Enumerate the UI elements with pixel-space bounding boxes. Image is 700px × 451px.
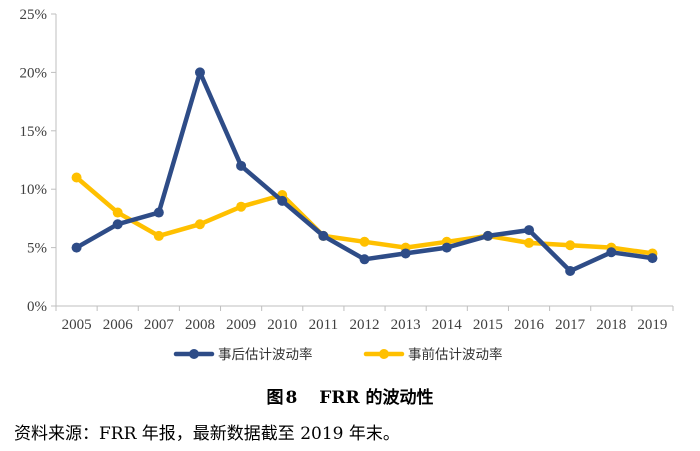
- volatility-line-chart: 0% 5% 10% 15% 20% 25% 2005 2006 2007 2008 2009 201…: [20, 7, 674, 363]
- x-tick-label: 2010: [267, 317, 297, 333]
- x-tick-label: 2011: [309, 317, 338, 333]
- x-tick-label: 2018: [596, 317, 626, 333]
- x-tick-label: 2016: [514, 317, 545, 333]
- x-tick-label: 2015: [473, 317, 503, 333]
- data-point: [565, 265, 576, 276]
- x-tick-label: 2012: [350, 317, 380, 333]
- data-point: [482, 230, 493, 241]
- data-point: [153, 207, 164, 218]
- legend: 事后估计波动率 事前估计波动率: [173, 346, 503, 363]
- data-point: [194, 219, 205, 230]
- data-point: [524, 237, 535, 248]
- data-point: [71, 242, 82, 253]
- data-point: [565, 240, 576, 251]
- y-tick-label: 10%: [20, 182, 48, 198]
- data-point: [112, 219, 123, 230]
- data-point: [359, 236, 370, 247]
- data-point: [606, 247, 617, 258]
- data-point: [400, 248, 411, 259]
- data-point: [112, 207, 123, 218]
- data-point: [647, 253, 658, 264]
- x-tick-label: 2006: [103, 317, 134, 333]
- data-point: [277, 195, 288, 206]
- data-point: [524, 225, 535, 236]
- legend-label: 事后估计波动率: [218, 346, 313, 363]
- x-tick-label: 2014: [432, 317, 463, 333]
- data-point: [236, 160, 247, 171]
- x-tick-label: 2009: [226, 317, 256, 333]
- legend-item-ex-post: 事后估计波动率: [173, 346, 313, 363]
- source-note: 资料来源：FRR 年报，最新数据截至 2019 年末。: [14, 424, 400, 444]
- x-tick-label: 2013: [391, 317, 421, 333]
- x-tick-label: 2008: [185, 317, 215, 333]
- x-tick-label: 2019: [637, 317, 667, 333]
- data-point: [153, 230, 164, 241]
- figure-caption-number: 8: [285, 388, 298, 408]
- data-point: [236, 201, 247, 212]
- data-point: [441, 242, 452, 253]
- x-tick-label: 2005: [62, 317, 92, 333]
- legend-swatch-marker: [189, 349, 199, 359]
- figure-caption-label: 图: [266, 388, 284, 408]
- data-point: [318, 230, 329, 241]
- legend-swatch-marker: [379, 349, 389, 359]
- x-axis: 2005 2006 2007 2008 2009 2010 2011 2012 2013 2014…: [55, 305, 674, 333]
- data-point: [359, 254, 370, 265]
- y-axis: 0% 5% 10% 15% 20% 25%: [20, 7, 57, 315]
- series-ex-post: [71, 67, 658, 276]
- x-tick-label: 2007: [144, 317, 175, 333]
- figure-caption-text: FRR 的波动性: [319, 388, 434, 408]
- x-tick-label: 2017: [555, 317, 586, 333]
- y-tick-label: 15%: [20, 124, 48, 140]
- y-tick-label: 25%: [20, 7, 48, 23]
- series-layer: [71, 67, 658, 276]
- y-tick-label: 0%: [27, 299, 47, 315]
- data-point: [194, 67, 205, 78]
- data-point: [71, 172, 82, 183]
- legend-label: 事前估计波动率: [408, 346, 503, 363]
- legend-item-ex-ante: 事前估计波动率: [363, 346, 503, 363]
- figure-caption: 图 8 FRR 的波动性: [0, 383, 700, 408]
- y-tick-label: 20%: [20, 65, 48, 81]
- y-tick-label: 5%: [27, 241, 47, 257]
